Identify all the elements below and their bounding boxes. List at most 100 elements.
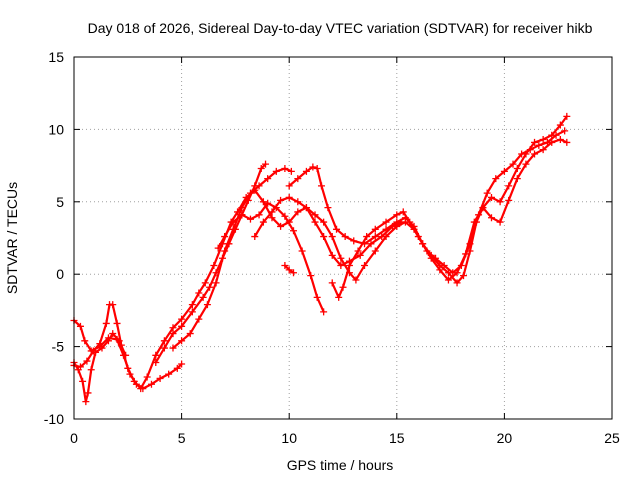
data-point [367,240,375,248]
x-tick-label: 25 [604,430,620,446]
series-line [217,202,325,313]
data-point [188,301,196,309]
data-point [76,322,84,330]
series-track-10 [281,262,298,277]
data-point [178,315,186,323]
data-point [432,254,440,262]
data-point [186,330,194,338]
data-point [333,225,341,233]
data-point [539,136,547,144]
data-point [324,204,332,212]
data-point [221,247,229,255]
data-point [195,315,203,323]
data-point [294,208,302,216]
data-point [313,164,321,172]
data-point [307,272,315,280]
data-point [423,247,431,255]
data-point [509,160,517,168]
data-point [552,131,560,139]
data-point [311,211,319,219]
data-point [466,240,474,248]
data-point [563,138,571,146]
data-point [96,340,104,348]
data-point [160,344,168,352]
x-tick-label: 10 [281,430,297,446]
data-point [356,251,364,259]
data-point [285,193,293,201]
data-point [290,227,298,235]
data-point [487,193,495,201]
data-point [539,146,547,154]
data-point [302,167,310,175]
data-point [345,262,353,270]
data-point [195,289,203,297]
data-point [363,233,371,241]
data-point [229,218,237,226]
data-point [264,199,272,207]
data-point [178,322,186,330]
data-point [320,218,328,226]
data-point [238,211,246,219]
data-point [294,198,302,206]
data-point [109,330,117,338]
data-point [518,150,526,158]
data-point [361,262,369,270]
data-point [535,141,543,149]
data-point [556,121,564,129]
data-point [320,308,328,316]
data-point [214,244,222,252]
data-point [102,319,110,327]
data-point [147,380,155,388]
data-point [328,279,336,287]
data-point [487,214,495,222]
chart-title: Day 018 of 2026, Sidereal Day-to-day VTE… [88,20,593,36]
data-point [81,337,89,345]
data-point [255,182,263,190]
data-point [130,377,138,385]
data-point [393,211,401,219]
series-track-9 [328,127,569,301]
data-point [152,351,160,359]
data-point [203,301,211,309]
data-point [89,347,97,355]
data-point [281,164,289,172]
data-point [453,279,461,287]
data-point [160,337,168,345]
data-point [178,360,186,368]
data-point [320,233,328,241]
data-point [505,182,513,190]
data-point [285,182,293,190]
data-point [79,377,87,385]
data-point [124,364,132,372]
y-tick-label: 10 [48,121,64,137]
data-point [309,163,317,171]
data-point [492,175,500,183]
data-point [378,233,386,241]
data-point [277,222,285,230]
data-point [255,211,263,219]
data-point [483,189,491,197]
data-point [406,218,414,226]
data-point [371,233,379,241]
data-point [382,225,390,233]
data-point [178,337,186,345]
data-point [337,262,345,270]
data-point [287,167,295,175]
data-point [165,370,173,378]
data-point [143,373,151,381]
series-track-5 [169,164,295,352]
data-point [251,233,259,241]
data-point [317,182,325,190]
data-point [339,283,347,291]
data-point [84,389,92,397]
data-point [169,330,177,338]
data-point [311,218,319,226]
x-axis-label: GPS time / hours [287,457,394,473]
y-tick-label: 5 [56,194,64,210]
data-point [440,262,448,270]
data-point [354,247,362,255]
data-point [561,127,569,135]
data-point [302,204,310,212]
data-point [399,208,407,216]
